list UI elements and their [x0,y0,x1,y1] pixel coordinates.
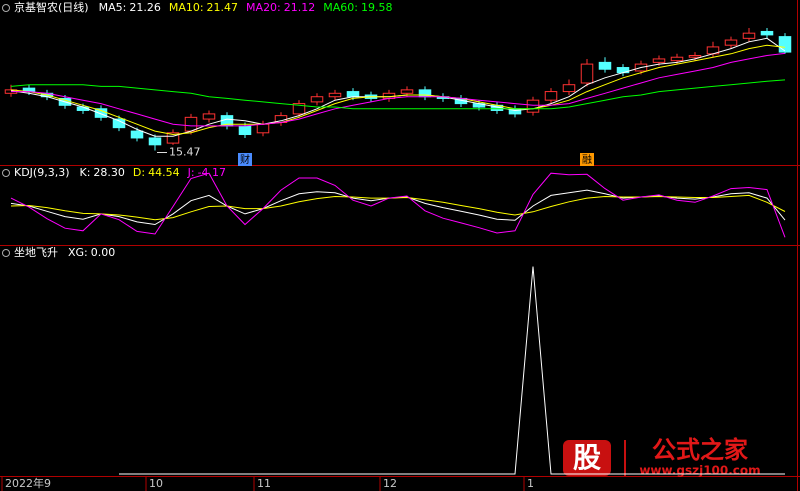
candle-body [652,58,666,63]
candle-body [562,84,576,93]
candle-body [598,61,612,70]
legend-name: D: [133,166,145,179]
candle-body [670,56,684,62]
watermark-url: www.gszj100.com [639,464,760,478]
event-marker: 财 [240,153,250,166]
candle-body [256,123,270,134]
legend-name: MA60: [323,1,358,14]
candle-body [292,103,306,115]
series-line [10,194,786,221]
panel-title: 坐地飞升 [14,246,58,259]
legend-value: 19.58 [361,1,393,14]
series-line [10,44,786,136]
candle-body [742,32,756,39]
candle-body [202,113,216,120]
panel-title: KDJ(9,3,3) [14,166,70,179]
panel-icon [2,4,10,12]
legend-name: MA10: [169,1,204,14]
series-line [10,172,786,238]
low-label: 15.47 [169,145,201,158]
legend-value: 21.26 [129,1,161,14]
candle-body [688,55,702,58]
legend-value: 21.12 [284,1,316,14]
legend-value: -4.17 [198,166,226,179]
candle-body [760,30,774,36]
legend-name: MA5: [99,1,127,14]
series-line [119,266,785,475]
candle-body [778,36,792,53]
watermark: 股 公式之家 www.gszj100.com [563,436,761,478]
candle-body [346,91,360,98]
x-tick-label: 1 [527,477,534,490]
x-tick-label: 10 [149,477,163,490]
legend-name: MA20: [246,1,281,14]
candle-body [148,137,162,146]
watermark-icon-bg [563,440,611,476]
candle-body [310,96,324,103]
watermark-icon: 股 [573,441,601,474]
legend-value: 28.30 [93,166,125,179]
x-tick-label: 2022年9 [5,476,51,490]
panel-icon [2,249,10,257]
legend-value: 44.54 [148,166,180,179]
event-marker: 融 [582,154,592,166]
candle-body [544,91,558,101]
x-tick-label: 11 [257,477,271,490]
candle-body [166,132,180,144]
candle-body [526,99,540,113]
candle-body [580,63,594,84]
candle-body [130,130,144,139]
legend-name: J: [187,166,195,179]
watermark-name: 公式之家 [652,436,748,464]
candle-body [724,39,738,46]
candle-body [400,89,414,94]
event-marker-bg [580,153,594,166]
panel-icon [2,169,10,177]
event-marker-bg [238,153,252,166]
x-tick-label: 12 [383,477,397,490]
candle-body [328,92,342,98]
panel-title: 京基智农(日线) [14,0,89,14]
series-line [10,79,786,110]
series-line [11,52,786,127]
legend-name: K: [80,166,91,179]
legend-value: 0.00 [91,246,116,259]
legend-name: XG: [68,246,88,259]
candle-body [238,125,252,136]
legend-value: 21.47 [207,1,239,14]
